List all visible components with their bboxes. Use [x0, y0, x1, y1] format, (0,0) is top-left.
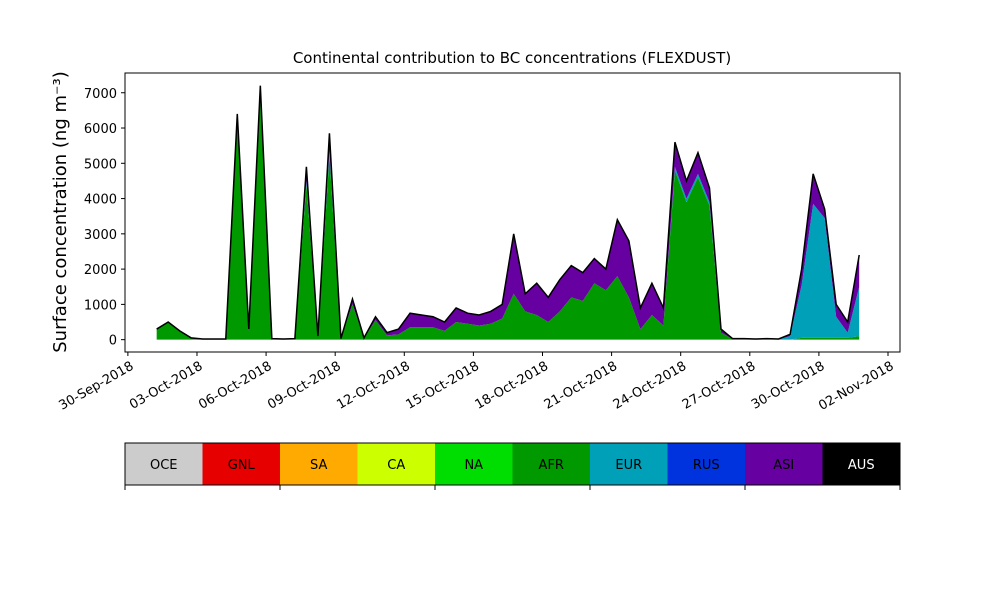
legend-label: AFR: [539, 458, 564, 473]
legend-swatch: [667, 443, 745, 485]
x-tick-label: 06-Oct-2018: [196, 359, 274, 413]
legend-frame: [124, 442, 901, 486]
y-tick-label: 7000: [84, 87, 117, 102]
legend-label: EUR: [615, 458, 642, 473]
legend-swatch: [125, 443, 203, 485]
legend-swatch: [590, 443, 668, 485]
x-tick-label: 21-Oct-2018: [542, 359, 620, 413]
y-tick-label: 5000: [84, 157, 117, 172]
x-tick-label: 30-Oct-2018: [749, 359, 827, 413]
legend-swatch: [280, 443, 358, 485]
chart-title: Continental contribution to BC concentra…: [293, 49, 731, 67]
y-tick-label: 4000: [84, 193, 117, 208]
legend-label: GNL: [228, 458, 256, 473]
x-tick-label: 09-Oct-2018: [265, 359, 343, 413]
area: [156, 99, 860, 340]
x-tick-label: 24-Oct-2018: [611, 359, 689, 413]
area: [156, 85, 860, 340]
legend-swatch: [512, 443, 590, 485]
axes-frame: [124, 72, 901, 353]
legend-label: RUS: [693, 458, 720, 473]
y-axis-label: Surface concentration (ng m⁻³): [50, 71, 71, 353]
legend-label: CA: [387, 458, 405, 473]
legend-label: OCE: [150, 458, 178, 473]
legend-label: AUS: [848, 458, 875, 473]
x-tick-label: 27-Oct-2018: [680, 359, 758, 413]
x-tick-label: 12-Oct-2018: [334, 359, 412, 413]
legend-swatch: [202, 443, 280, 485]
x-tick-label: 30-Sep-2018: [57, 359, 137, 414]
area: [156, 85, 860, 340]
plot-area: [156, 85, 860, 340]
x-tick-label: 18-Oct-2018: [473, 359, 551, 413]
legend-swatch: [357, 443, 435, 485]
x-tick-label: 15-Oct-2018: [403, 359, 481, 413]
legend-swatch: [435, 443, 513, 485]
y-tick-label: 3000: [84, 228, 117, 243]
y-tick-label: 1000: [84, 298, 117, 313]
legend-label: SA: [310, 458, 327, 473]
x-tick-label: 03-Oct-2018: [127, 359, 205, 413]
legend-swatch: [822, 443, 900, 485]
x-tick-label: 02-Nov-2018: [816, 359, 896, 414]
y-tick-label: 0: [109, 334, 117, 349]
legend: OCE GNL SA CA NA AFR EUR RUS ASI AUS: [124, 442, 901, 490]
y-tick-label: 6000: [84, 122, 117, 137]
legend-label: ASI: [773, 458, 794, 473]
legend-swatch: [745, 443, 823, 485]
legend-label: NA: [464, 458, 483, 473]
y-tick-label: 2000: [84, 263, 117, 278]
